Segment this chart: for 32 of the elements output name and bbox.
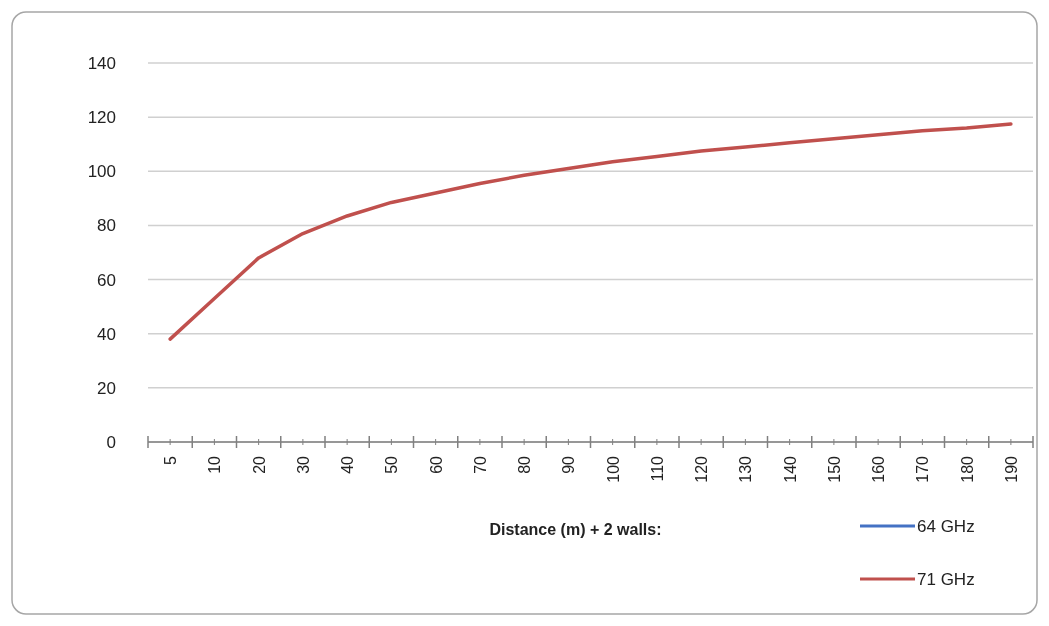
x-tick-label: 50	[383, 455, 401, 474]
x-tick-label: 140	[781, 455, 799, 483]
y-tick-label: 140	[87, 53, 116, 73]
x-tick-label: 30	[294, 455, 312, 474]
legend-label: 64 GHz	[917, 516, 975, 536]
x-tick-label: 110	[648, 455, 666, 482]
x-tick-label: 100	[604, 455, 622, 483]
x-tick-label: 170	[914, 455, 932, 483]
y-tick-label: 100	[87, 162, 116, 182]
x-tick-label: 10	[206, 455, 224, 474]
x-axis-title: Distance (m) + 2 walls:	[489, 521, 662, 538]
x-tick-label: 20	[250, 455, 268, 474]
y-tick-label: 120	[87, 108, 116, 128]
legend-label: 71 GHz	[917, 569, 975, 589]
x-tick-label: 80	[516, 455, 534, 474]
line-series	[168, 122, 1013, 341]
y-tick-label: 60	[97, 270, 116, 290]
x-tick-label: 190	[1002, 455, 1020, 483]
x-tick-label: 70	[471, 455, 489, 474]
x-tick-label: 160	[870, 455, 888, 483]
y-tick-label: 80	[97, 216, 116, 236]
x-tick-label: 40	[339, 455, 357, 474]
x-tick-label: 60	[427, 455, 445, 474]
y-tick-label: 40	[97, 324, 116, 344]
x-tick-label: 5	[162, 455, 180, 465]
y-tick-label: 0	[106, 432, 116, 452]
x-tick-label: 130	[737, 455, 755, 483]
x-tick-label: 90	[560, 455, 578, 474]
y-tick-label: 20	[97, 378, 116, 398]
x-tick-label: 120	[693, 455, 711, 483]
x-tick-label: 180	[958, 455, 976, 483]
x-tick-label: 150	[825, 455, 843, 483]
